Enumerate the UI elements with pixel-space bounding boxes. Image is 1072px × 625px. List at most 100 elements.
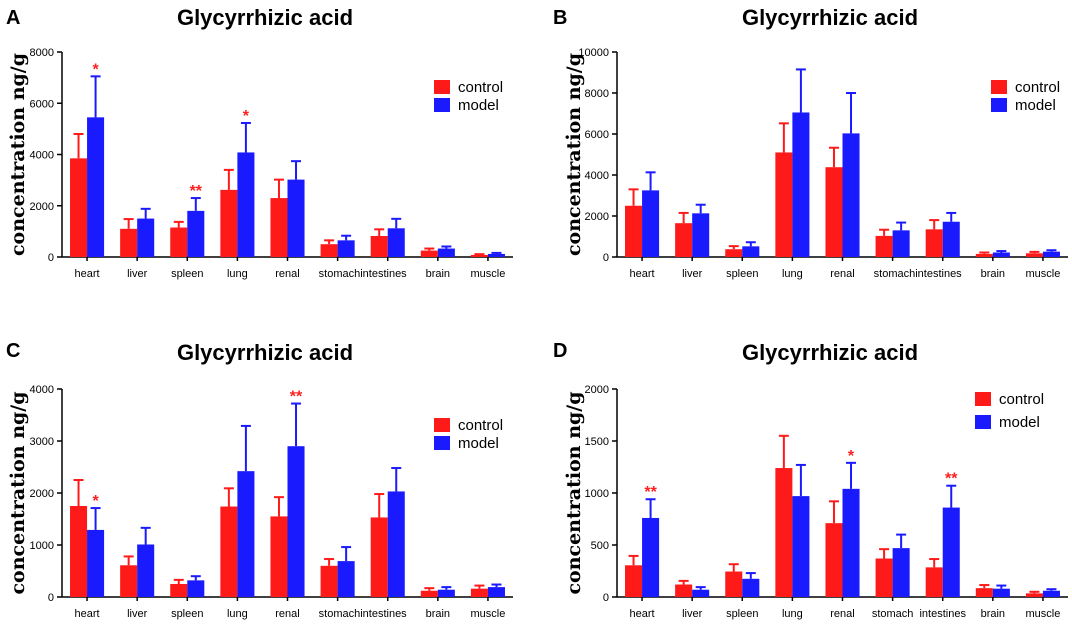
- bar-model-spleen: [187, 210, 205, 257]
- bar-control-intestines: [370, 235, 388, 257]
- chart-title: Glycyrrhizic acid: [177, 5, 353, 30]
- x-tick-label: liver: [682, 268, 703, 280]
- bar-control-spleen: [170, 227, 188, 257]
- legend-swatch-control: [975, 392, 991, 406]
- bar-control-muscle: [1025, 593, 1043, 597]
- bar-model-lung: [237, 471, 255, 597]
- bar-model-stomach: [892, 548, 910, 597]
- bar-control-heart: [625, 205, 643, 257]
- significance-marker: *: [92, 61, 99, 78]
- x-tick-label: brain: [981, 268, 1005, 280]
- y-tick-label: 1000: [585, 488, 609, 500]
- y-tick-label: 0: [603, 592, 609, 604]
- bar-model-muscle: [1042, 590, 1060, 597]
- bar-control-intestines: [925, 567, 943, 597]
- significance-marker: *: [92, 493, 99, 510]
- x-tick-label: stomachintestines: [874, 268, 963, 280]
- bar-model-renal: [287, 179, 305, 257]
- legend-swatch-model: [975, 415, 991, 429]
- bar-model-liver: [692, 589, 710, 597]
- x-tick-label: lung: [782, 268, 803, 280]
- y-tick-label: 4000: [585, 170, 609, 182]
- bar-control-spleen: [725, 249, 743, 257]
- y-tick-label: 2000: [585, 384, 609, 396]
- y-tick-label: 2000: [30, 488, 54, 500]
- bar-model-intestines: [387, 491, 405, 597]
- bar-model-renal: [842, 488, 860, 597]
- bar-control-lung: [775, 468, 793, 597]
- bar-control-stomach: [320, 244, 338, 257]
- bar-control-renal: [270, 198, 288, 257]
- x-tick-label: renal: [830, 608, 854, 620]
- bar-control-spleen: [725, 571, 743, 597]
- x-tick-label: lung: [782, 608, 803, 620]
- bar-control-brain: [420, 590, 438, 597]
- bar-control-spleen: [170, 584, 188, 597]
- y-axis-label: concentration ng/g: [7, 391, 29, 594]
- bar-control-lung: [220, 506, 238, 597]
- panel-c: C Glycyrrhizic acid concentration ng/g 0 100…: [6, 340, 513, 620]
- bar-model-renal: [287, 446, 305, 597]
- significance-marker: *: [848, 448, 855, 465]
- bar-model-heart: [87, 117, 105, 257]
- bar-control-brain: [975, 588, 993, 597]
- bar-control-muscle: [470, 254, 488, 257]
- legend-swatch-control: [991, 80, 1007, 94]
- x-tick-label: renal: [275, 608, 299, 620]
- significance-marker: **: [290, 389, 303, 406]
- panel-letter: C: [6, 340, 20, 362]
- panel-letter: B: [553, 7, 567, 29]
- bar-control-heart: [70, 158, 88, 257]
- bar-model-renal: [842, 133, 860, 257]
- bar-model-stomach: [337, 561, 355, 597]
- y-tick-label: 1000: [30, 540, 54, 552]
- y-tick-label: 4000: [30, 150, 54, 162]
- bar-control-intestines: [370, 517, 388, 597]
- legend-swatch-model: [434, 98, 450, 112]
- bar-model-heart: [642, 190, 660, 257]
- legend-swatch-control: [434, 80, 450, 94]
- bar-model-heart: [642, 517, 660, 597]
- chart-title: Glycyrrhizic acid: [742, 5, 918, 30]
- y-tick-label: 6000: [585, 129, 609, 141]
- y-tick-label: 10000: [578, 47, 609, 59]
- bar-model-liver: [137, 544, 155, 597]
- chart-title: Glycyrrhizic acid: [177, 340, 353, 365]
- y-tick-label: 0: [48, 592, 54, 604]
- legend-label-model: model: [999, 414, 1040, 431]
- y-axis-label: concentration ng/g: [563, 391, 585, 594]
- legend-label-control: control: [999, 391, 1044, 408]
- bar-control-brain: [420, 250, 438, 257]
- x-tick-label: brain: [426, 268, 450, 280]
- bar-control-renal: [825, 523, 843, 597]
- x-tick-label: intestines: [919, 608, 966, 620]
- bar-control-muscle: [1025, 253, 1043, 257]
- legend-label-control: control: [458, 79, 503, 96]
- bar-model-spleen: [742, 578, 760, 597]
- legend-swatch-model: [991, 98, 1007, 112]
- bar-control-renal: [270, 516, 288, 597]
- bar-control-liver: [675, 223, 693, 257]
- bar-model-brain: [992, 252, 1010, 257]
- bar-model-liver: [137, 218, 155, 257]
- x-tick-label: heart: [630, 608, 655, 620]
- x-tick-label: spleen: [726, 268, 758, 280]
- bar-model-heart: [87, 529, 105, 597]
- legend-label-model: model: [1015, 97, 1056, 114]
- bar-model-stomach: [337, 240, 355, 257]
- x-tick-label: spleen: [171, 268, 203, 280]
- legend-label-model: model: [458, 435, 499, 452]
- bar-control-stomach: [875, 558, 893, 597]
- bar-model-lung: [792, 496, 810, 597]
- y-tick-label: 8000: [30, 47, 54, 59]
- bar-control-heart: [625, 565, 643, 597]
- bar-model-intestines: [942, 221, 960, 257]
- legend-swatch-model: [434, 436, 450, 450]
- y-tick-label: 500: [591, 540, 609, 552]
- x-tick-label: liver: [682, 608, 703, 620]
- bar-control-brain: [975, 253, 993, 257]
- x-tick-label: liver: [127, 268, 148, 280]
- bar-model-lung: [237, 152, 255, 257]
- bar-model-muscle: [487, 253, 505, 257]
